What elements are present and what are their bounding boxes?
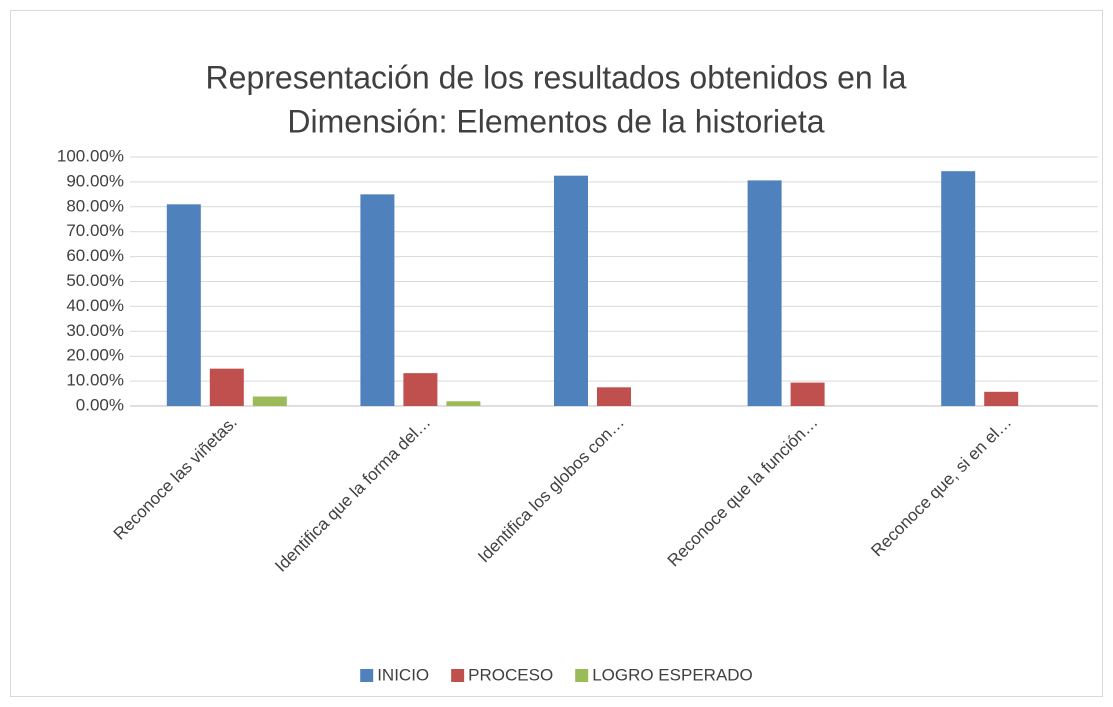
y-tick-label: 40.00% bbox=[66, 296, 124, 315]
bar bbox=[209, 368, 244, 406]
legend-swatch bbox=[360, 669, 374, 682]
legend-label: LOGRO ESPERADO bbox=[592, 665, 753, 684]
bar bbox=[941, 171, 976, 406]
legend-label: INICIO bbox=[377, 665, 429, 684]
chart-title: Representación de los resultados obtenid… bbox=[206, 59, 907, 95]
bar bbox=[446, 401, 481, 406]
bar bbox=[360, 194, 395, 406]
legend-swatch bbox=[451, 669, 465, 682]
bar bbox=[403, 373, 438, 406]
y-tick-label: 20.00% bbox=[66, 346, 124, 365]
bar bbox=[597, 387, 631, 406]
y-tick-label: 90.00% bbox=[66, 171, 124, 190]
y-tick-label: 100.00% bbox=[57, 146, 124, 165]
bar bbox=[790, 382, 825, 406]
y-tick-label: 70.00% bbox=[66, 221, 124, 240]
chart-title: Dimensión: Elementos de la historieta bbox=[287, 103, 824, 139]
y-tick-label: 10.00% bbox=[66, 371, 124, 390]
y-tick-label: 50.00% bbox=[66, 271, 124, 290]
y-tick-label: 60.00% bbox=[66, 246, 124, 265]
bar bbox=[747, 180, 782, 406]
bar bbox=[984, 391, 1019, 406]
legend-swatch bbox=[575, 669, 589, 682]
legend-label: PROCESO bbox=[468, 665, 553, 684]
y-tick-label: 80.00% bbox=[66, 196, 124, 215]
y-tick-label: 0.00% bbox=[76, 395, 124, 414]
bar bbox=[252, 396, 287, 406]
bar bbox=[554, 175, 588, 406]
y-tick-label: 30.00% bbox=[66, 321, 124, 340]
bar bbox=[166, 204, 201, 406]
